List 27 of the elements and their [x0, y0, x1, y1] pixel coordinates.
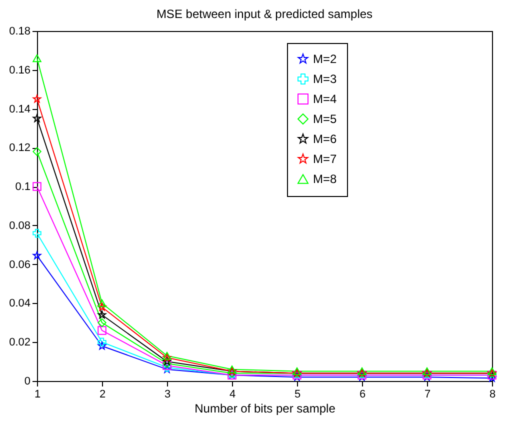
y-tick-label: 0.08	[9, 220, 30, 232]
x-tick-label: 3	[164, 388, 171, 400]
y-tick-label: 0.16	[9, 64, 30, 76]
y-tick-label: 0.04	[9, 298, 30, 310]
y-tick-label: 0.14	[9, 103, 30, 116]
legend-label: M=4	[313, 92, 338, 106]
chart-title: MSE between input & predicted samples	[156, 7, 373, 21]
legend-label: M=5	[313, 112, 338, 126]
x-tick-label: 8	[489, 388, 496, 400]
x-tick-label: 7	[424, 388, 431, 400]
legend-label: M=8	[313, 172, 338, 186]
y-tick-label: 0.02	[9, 336, 30, 349]
y-tick-label: 0.12	[9, 142, 30, 154]
y-tick-label: 0.18	[9, 26, 30, 38]
y-tick-label: 0.06	[9, 258, 30, 271]
y-tick-label: 0.1	[15, 181, 30, 194]
legend-label: M=7	[313, 152, 338, 166]
y-tick-label: 0	[24, 376, 30, 388]
x-tick-label: 4	[229, 388, 236, 400]
x-tick-label: 1	[34, 388, 41, 400]
x-tick-label: 5	[294, 388, 301, 400]
x-tick-label: 2	[99, 388, 106, 400]
x-tick-label: 6	[359, 388, 366, 400]
legend-label: M=2	[313, 52, 338, 66]
legend-label: M=6	[313, 132, 338, 146]
legend-label: M=3	[313, 72, 338, 86]
x-axis-title: Number of bits per sample	[194, 402, 336, 416]
